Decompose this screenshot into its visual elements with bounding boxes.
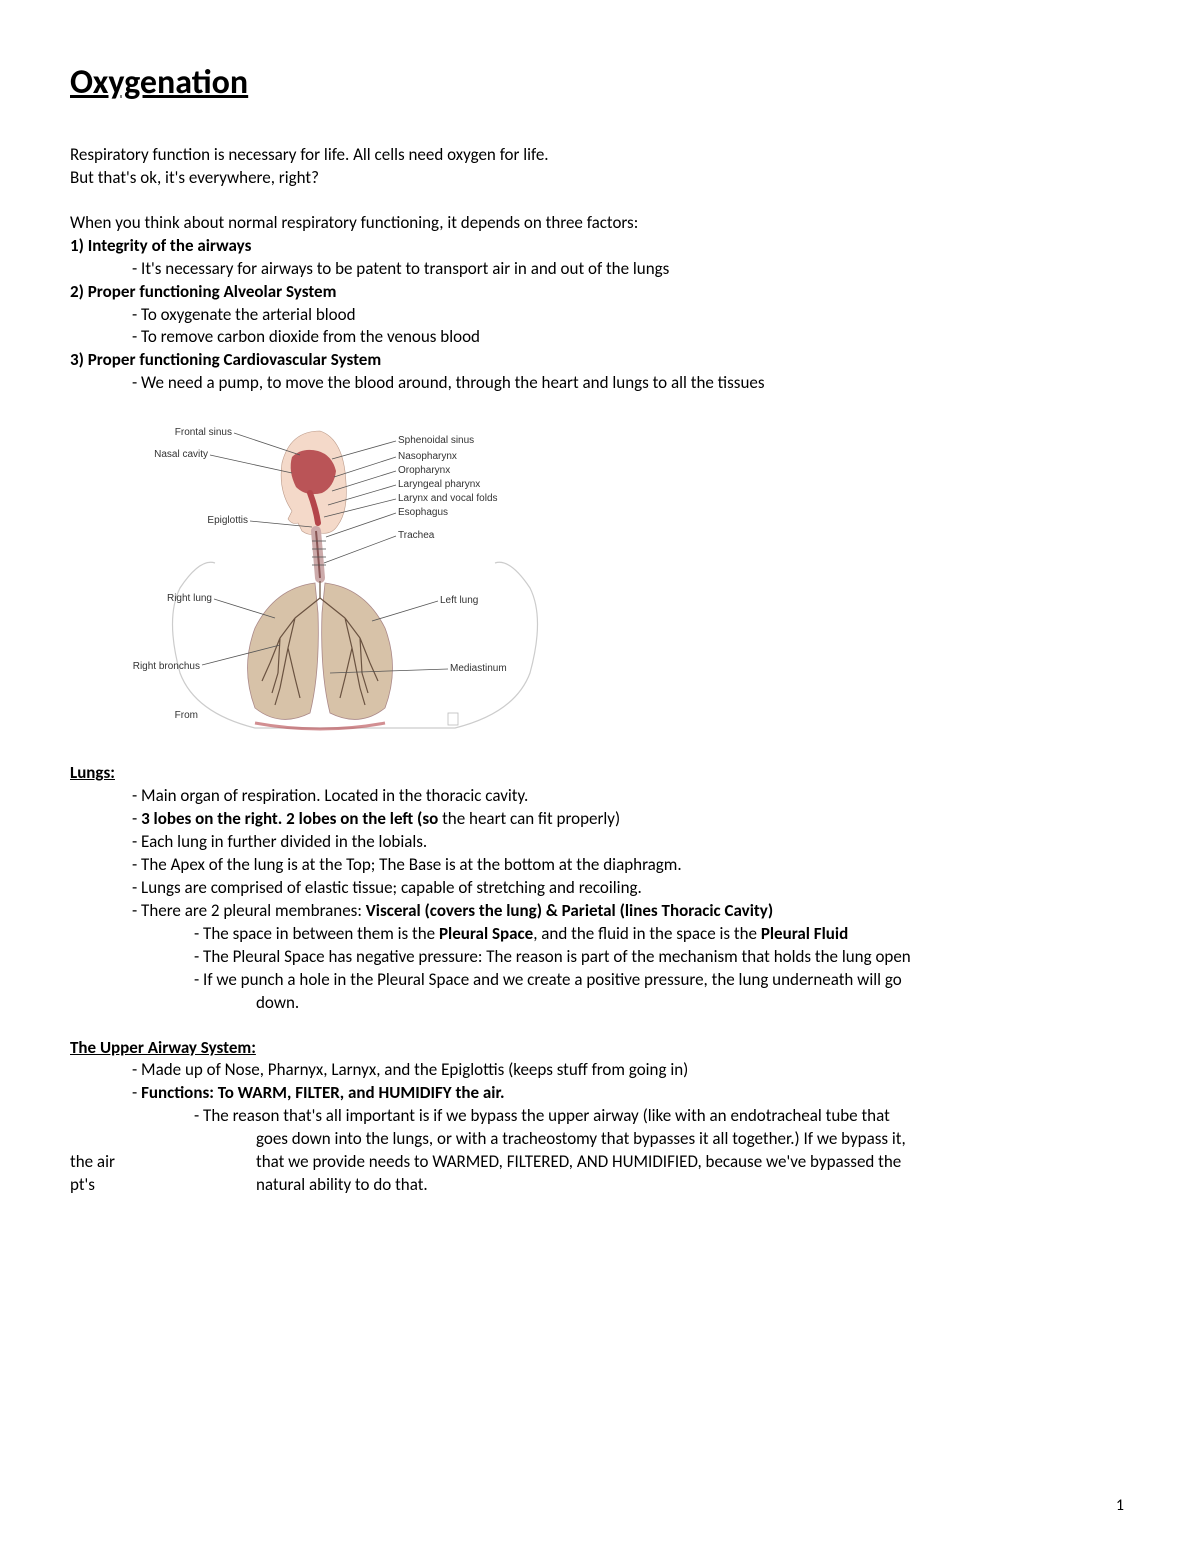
diag-label-mediastinum: Mediastinum <box>450 663 507 674</box>
page-title: Oxygenation <box>70 60 1130 106</box>
factor-1-a: - It's necessary for airways to be paten… <box>70 258 1130 281</box>
factor-2-a: - To oxygenate the arterial blood <box>70 304 1130 327</box>
lungs-f3a: - If we punch a hole in the Pleural Spac… <box>70 969 1130 992</box>
upper-c3-row: the air that we provide needs to WARMED,… <box>70 1151 1130 1174</box>
respiratory-diagram: Frontal sinus Nasal cavity Epiglottis Ri… <box>120 413 1130 750</box>
lungs-b-bold: 3 lobes on the right. 2 lobes on the lef… <box>141 808 438 829</box>
lungs-f1-bold1: Pleural Space <box>439 923 533 944</box>
factor-3-title: 3) Proper functioning Cardiovascular Sys… <box>70 349 1130 372</box>
factor-1-title: 1) Integrity of the airways <box>70 235 1130 258</box>
diag-label-oropharynx: Oropharynx <box>398 465 450 476</box>
diag-label-nasal-cavity: Nasal cavity <box>154 449 208 460</box>
lungs-b-post: the heart can fit properly) <box>438 808 620 829</box>
lungs-f1-pre: - The space in between them is the <box>194 923 439 944</box>
diag-label-laryngeal: Laryngeal pharynx <box>398 479 480 490</box>
diag-label-left-lung: Left lung <box>440 595 478 606</box>
factor-2-title: 2) Proper functioning Alveolar System <box>70 281 1130 304</box>
factors-intro: When you think about normal respiratory … <box>70 212 1130 235</box>
diag-label-frontal-sinus: Frontal sinus <box>175 427 232 438</box>
upper-c4-row: pt's natural ability to do that. <box>70 1174 1130 1197</box>
diag-label-esophagus: Esophagus <box>398 507 448 518</box>
upper-c4-right: natural ability to do that. <box>256 1174 428 1197</box>
upper-b-bold: Functions: To WARM, FILTER, and HUMIDIFY… <box>141 1082 504 1103</box>
factor-3-a: - We need a pump, to move the blood arou… <box>70 372 1130 395</box>
diag-label-larynx: Larynx and vocal folds <box>398 493 498 504</box>
diag-label-sphenoidal: Sphenoidal sinus <box>398 435 474 446</box>
factor-2-b: - To remove carbon dioxide from the veno… <box>70 326 1130 349</box>
lungs-f2: - The Pleural Space has negative pressur… <box>70 946 1130 969</box>
diag-label-nasopharynx: Nasopharynx <box>398 451 457 462</box>
lungs-f: - There are 2 pleural membranes: Viscera… <box>70 900 1130 923</box>
lungs-f1-mid: , and the fluid in the space is the <box>533 923 761 944</box>
intro-line-1: Respiratory function is necessary for li… <box>70 144 1130 167</box>
upper-airway-label: The Upper Airway System: <box>70 1037 1130 1060</box>
lungs-label: Lungs: <box>70 762 1130 785</box>
diag-label-epiglottis: Epiglottis <box>207 515 248 526</box>
lungs-b: - 3 lobes on the right. 2 lobes on the l… <box>70 808 1130 831</box>
upper-a: - Made up of Nose, Pharnyx, Larnyx, and … <box>70 1059 1130 1082</box>
upper-c4-left: pt's <box>70 1174 256 1197</box>
lungs-a: - Main organ of respiration. Located in … <box>70 785 1130 808</box>
upper-b: - Functions: To WARM, FILTER, and HUMIDI… <box>70 1082 1130 1105</box>
diag-label-right-lung: Right lung <box>167 593 212 604</box>
diag-label-trachea: Trachea <box>398 530 435 541</box>
upper-c2: goes down into the lungs, or with a trac… <box>70 1128 1130 1151</box>
lungs-f3b: down. <box>70 992 1130 1015</box>
lungs-f-bold: Visceral (covers the lung) & Parietal (l… <box>366 900 773 921</box>
lungs-f1-bold2: Pleural Fluid <box>761 923 848 944</box>
upper-c1: - The reason that's all important is if … <box>70 1105 1130 1128</box>
page-number: 1 <box>1116 1495 1124 1517</box>
lungs-d: - The Apex of the lung is at the Top; Th… <box>70 854 1130 877</box>
lungs-f-pre: - There are 2 pleural membranes: <box>132 900 366 921</box>
diag-label-right-bronchus: Right bronchus <box>133 661 200 672</box>
lungs-b-pre: - <box>132 808 141 829</box>
upper-c3-left: the air <box>70 1151 256 1174</box>
diag-label-from: From <box>175 710 198 721</box>
upper-b-pre: - <box>132 1082 141 1103</box>
lungs-e: - Lungs are comprised of elastic tissue;… <box>70 877 1130 900</box>
lungs-f1: - The space in between them is the Pleur… <box>70 923 1130 946</box>
lungs-c: - Each lung in further divided in the lo… <box>70 831 1130 854</box>
intro-line-2: But that's ok, it's everywhere, right? <box>70 167 1130 190</box>
upper-c3-right: that we provide needs to WARMED, FILTERE… <box>256 1151 901 1174</box>
